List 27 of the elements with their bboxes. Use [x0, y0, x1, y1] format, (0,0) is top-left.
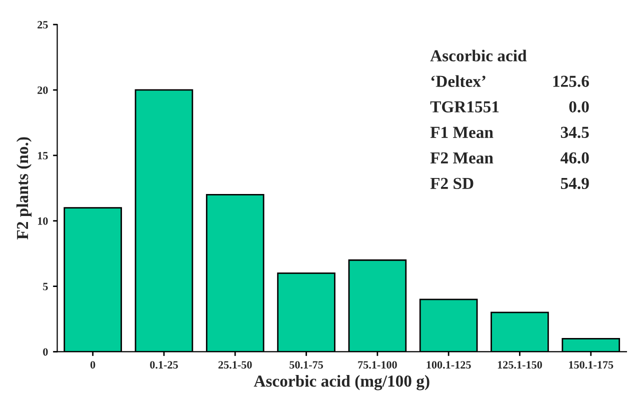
x-tick-label: 0 — [90, 361, 96, 369]
annotation: 46.0 — [560, 152, 589, 164]
y-tick-label: 25 — [38, 21, 48, 29]
annotation: Ascorbic acid — [430, 50, 527, 62]
y-tick-label: 5 — [43, 282, 48, 290]
annotation: F2 Mean — [430, 152, 494, 164]
annotation: 125.6 — [553, 76, 589, 88]
annotation: 54.9 — [560, 178, 589, 190]
y-tick-label: 20 — [38, 86, 48, 94]
y-tick-label: 0 — [43, 348, 48, 356]
y-axis-title: F2 plants (no.) — [16, 137, 32, 240]
x-tick-label: 0.1-25 — [150, 361, 178, 369]
annotation: TGR1551 — [430, 101, 499, 112]
annotation: 0.0 — [569, 101, 589, 113]
x-tick-label: 150.1-175 — [569, 361, 614, 369]
annotation: F2 SD — [430, 178, 474, 190]
x-tick-label: 50.1-75 — [290, 361, 323, 369]
annotation: F1 Mean — [430, 126, 494, 138]
x-tick-label: 25.1-50 — [218, 361, 252, 369]
annotation: 34.5 — [560, 126, 589, 138]
annotation: ‘Deltex’ — [431, 75, 486, 87]
x-tick-label: 125.1-150 — [498, 361, 542, 369]
y-tick-label: 15 — [38, 152, 48, 160]
x-tick-label: 75.1-100 — [358, 361, 397, 369]
x-tick-label: 100.1-125 — [426, 361, 471, 369]
x-axis-title: Ascorbic acid (mg/100 g) — [254, 375, 430, 390]
y-tick-label: 10 — [38, 217, 48, 225]
